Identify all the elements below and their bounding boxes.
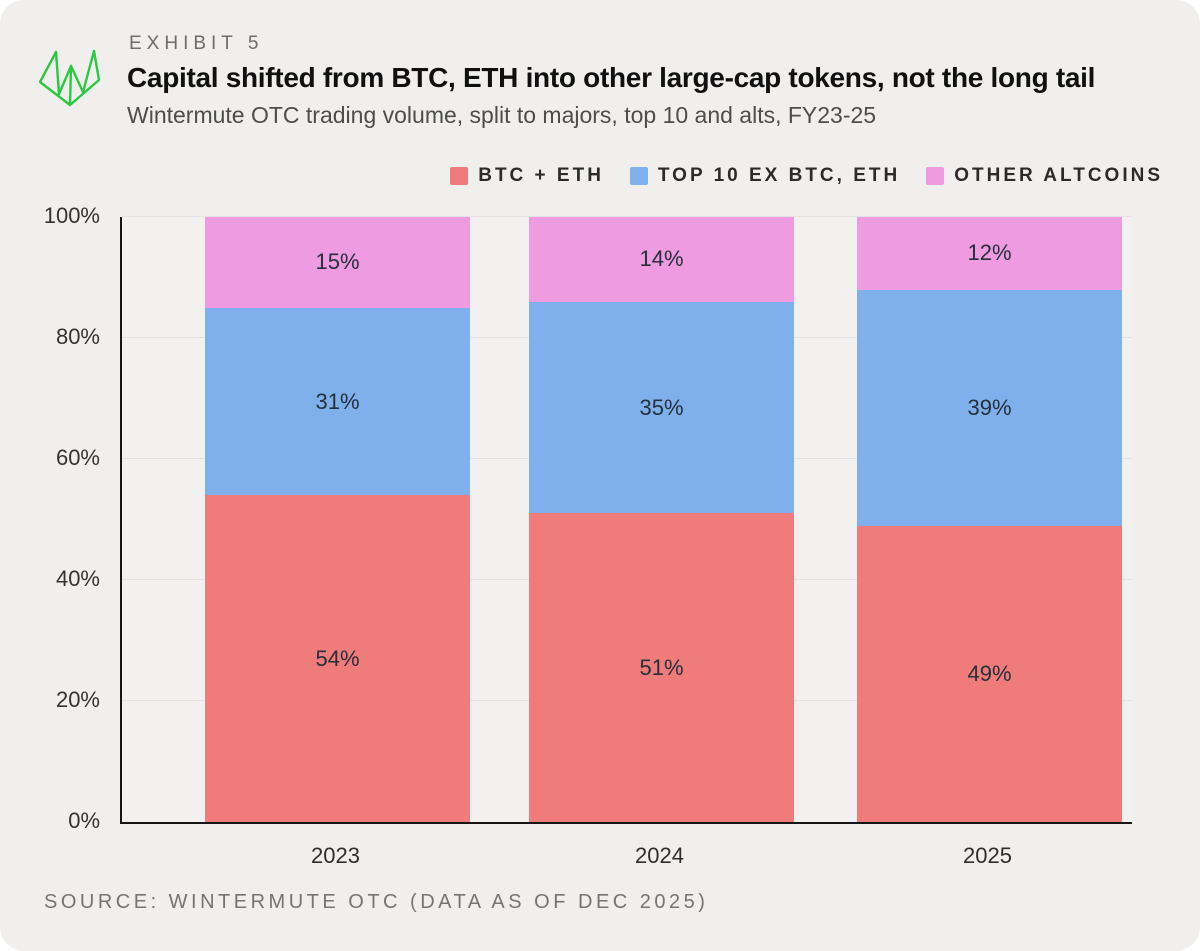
y-tick-label: 20% xyxy=(55,687,100,712)
bar-segment-label: 39% xyxy=(967,394,1012,420)
bar-segment: 15% xyxy=(205,217,470,308)
bar-segment-label: 15% xyxy=(315,249,360,275)
bar-segment: 31% xyxy=(205,307,470,496)
bar-segment: 35% xyxy=(529,301,794,514)
x-tick-label: 2024 xyxy=(635,843,684,868)
page-subtitle: Wintermute OTC trading volume, split to … xyxy=(127,102,877,128)
legend-label: OTHER ALTCOINS xyxy=(954,165,1163,186)
gridline xyxy=(122,216,1132,217)
exhibit-label: EXHIBIT 5 xyxy=(129,33,264,54)
y-tick-label: 0% xyxy=(68,808,100,833)
plot-area: 15% 31% 54% 14% 35% 51% 12% 39% 49% xyxy=(120,216,1132,824)
bar-segment-label: 12% xyxy=(967,240,1012,266)
x-tick-label: 2025 xyxy=(963,843,1012,868)
bar-segment-label: 35% xyxy=(639,394,684,420)
bar-segment-label: 31% xyxy=(315,388,360,414)
bar-segment-label: 51% xyxy=(639,654,684,680)
legend-swatch-icon xyxy=(450,167,469,185)
bar-segment-label: 54% xyxy=(315,645,360,671)
legend-swatch-icon xyxy=(629,167,648,185)
legend-item: TOP 10 EX BTC, ETH xyxy=(629,165,901,187)
bar-segment: 54% xyxy=(205,495,470,822)
bar-segment: 39% xyxy=(857,289,1122,526)
legend-item: OTHER ALTCOINS xyxy=(926,165,1163,187)
page-title: Capital shifted from BTC, ETH into other… xyxy=(127,62,1096,93)
legend-label: BTC + ETH xyxy=(478,165,604,186)
wintermute-logo-icon xyxy=(38,49,101,107)
y-tick-label: 100% xyxy=(43,203,100,228)
bar-segment-label: 49% xyxy=(967,660,1012,686)
legend-item: BTC + ETH xyxy=(450,165,604,187)
chart-legend: BTC + ETH TOP 10 EX BTC, ETH OTHER ALTCOIN… xyxy=(450,165,1163,187)
bar-segment: 51% xyxy=(529,513,794,822)
bar-2025: 12% 39% 49% xyxy=(857,217,1122,822)
bar-segment-label: 14% xyxy=(639,246,684,272)
y-tick-label: 40% xyxy=(55,566,100,591)
bar-segment: 49% xyxy=(857,525,1122,822)
legend-label: TOP 10 EX BTC, ETH xyxy=(657,165,901,186)
x-tick-label: 2023 xyxy=(311,843,360,868)
bar-segment: 12% xyxy=(857,217,1122,290)
legend-swatch-icon xyxy=(926,167,945,185)
y-tick-label: 80% xyxy=(55,324,100,349)
bar-2024: 14% 35% 51% xyxy=(529,217,794,822)
y-tick-label: 60% xyxy=(55,445,100,470)
bar-segment: 14% xyxy=(529,217,794,302)
source-note: SOURCE: WINTERMUTE OTC (DATA AS OF DEC 2… xyxy=(44,891,709,913)
bar-2023: 15% 31% 54% xyxy=(205,217,470,822)
